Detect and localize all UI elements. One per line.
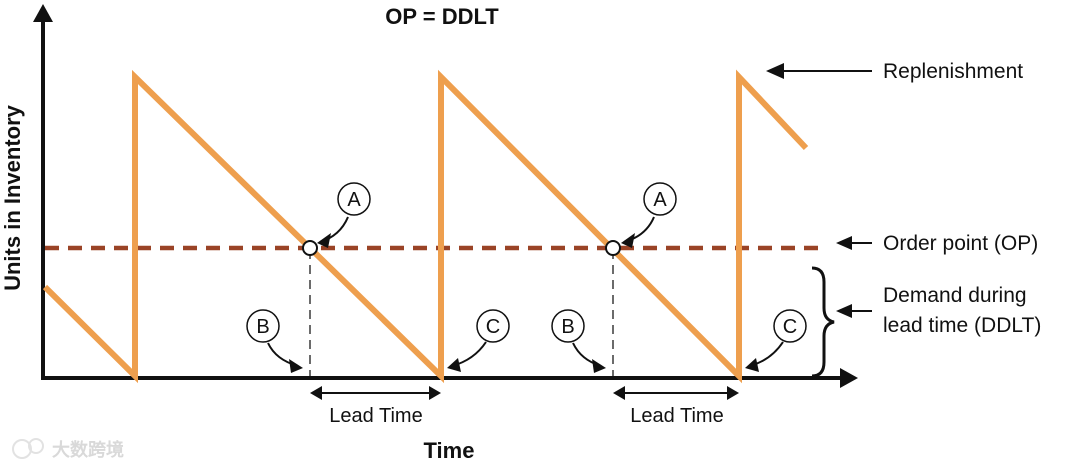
- ddlt-label-line-1: Demand during: [883, 284, 1027, 307]
- order-point-marker-1: [302, 240, 318, 256]
- lead-time-span-2: [613, 386, 739, 400]
- svg-text:B: B: [561, 316, 574, 338]
- marker-a-1: A: [317, 182, 371, 248]
- order-point-label: Order point (OP): [883, 232, 1038, 255]
- order-point-arrow: [836, 236, 872, 250]
- inventory-level-line: [42, 69, 809, 384]
- marker-b-2: B: [551, 309, 606, 373]
- order-point-marker-2: [605, 240, 621, 256]
- lead-time-label-1: Lead Time: [329, 405, 422, 427]
- marker-a-2: A: [621, 182, 677, 248]
- replenishment-arrow: [766, 63, 872, 79]
- svg-text:C: C: [486, 316, 500, 338]
- lead-time-span-1: [310, 386, 441, 400]
- x-axis-arrowhead: [840, 368, 858, 388]
- ddlt-arrow: [836, 304, 872, 318]
- marker-c-2: C: [745, 309, 807, 372]
- axes: [33, 4, 858, 388]
- svg-text:A: A: [653, 189, 667, 211]
- watermark-text: 大数跨境: [52, 439, 124, 460]
- svg-text:C: C: [783, 316, 797, 338]
- y-axis-arrowhead: [33, 4, 53, 22]
- x-axis-label: Time: [424, 438, 475, 463]
- svg-text:A: A: [347, 189, 361, 211]
- ddlt-brace: [811, 266, 835, 378]
- lead-time-label-2: Lead Time: [630, 405, 723, 427]
- svg-text:B: B: [256, 316, 269, 338]
- marker-c-1: C: [447, 309, 510, 372]
- watermark: 大数跨境: [12, 438, 124, 460]
- replenishment-label: Replenishment: [883, 60, 1023, 83]
- ddlt-label-line-2: lead time (DDLT): [883, 314, 1041, 337]
- diagram-title: OP = DDLT: [385, 4, 499, 29]
- y-axis-label: Units in Inventory: [0, 104, 25, 291]
- marker-b-1: B: [246, 309, 303, 373]
